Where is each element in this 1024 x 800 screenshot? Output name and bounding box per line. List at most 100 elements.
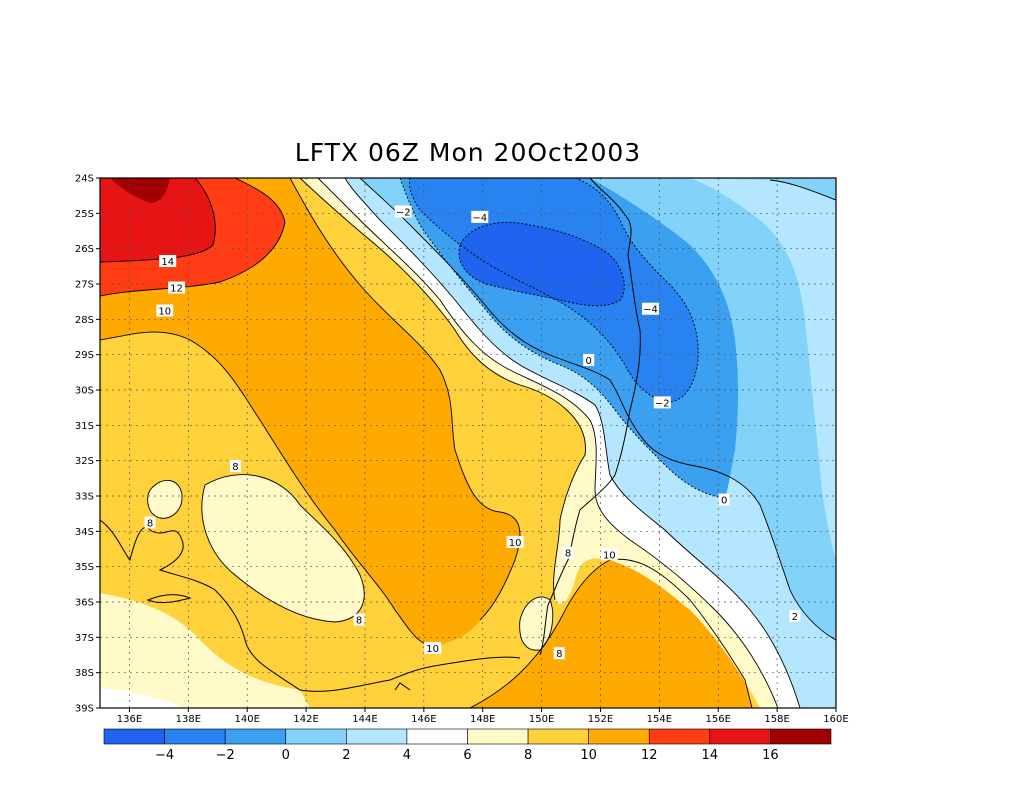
colorbar-tick-label: 16 xyxy=(762,748,779,763)
lon-tick-label: 140E xyxy=(234,714,259,725)
contour-label-bg xyxy=(159,255,177,268)
fill-6-8-southwest xyxy=(100,593,310,708)
contour-label-bg xyxy=(506,535,524,548)
colorbar-tick-label: 4 xyxy=(403,748,411,763)
contour-label: 0 xyxy=(586,356,592,367)
contour-label: 8 xyxy=(565,549,571,560)
contour-label-bg xyxy=(471,210,489,223)
contour-label: 10 xyxy=(158,307,171,318)
lon-tick-label: 150E xyxy=(529,714,554,725)
contour-label-bg xyxy=(394,205,412,218)
colorbar-swatch xyxy=(103,728,165,745)
lon-tick-label: 158E xyxy=(764,714,789,725)
contour-label: −4 xyxy=(643,305,658,316)
colorbar-tick-label: 8 xyxy=(524,748,532,763)
contour-label: 8 xyxy=(232,462,238,473)
contour-label-bg xyxy=(562,546,574,559)
lon-tick-label: 146E xyxy=(411,714,436,725)
fill-14-16 xyxy=(100,178,216,262)
contour-label: 8 xyxy=(356,616,362,627)
lon-tick-label: 144E xyxy=(352,714,377,725)
contour-label-bg xyxy=(553,647,565,660)
contour-label-bg xyxy=(168,281,186,294)
lon-tick-label: 152E xyxy=(588,714,613,725)
filled-contours: 14 12 10 8 8 8 10 10 8 10 8 −2 −4 −4 0 −2 0 2 xyxy=(100,178,836,708)
colorbar-swatch xyxy=(648,728,711,745)
lon-tick-label: 160E xyxy=(823,714,848,725)
colorbar-swatch xyxy=(224,728,287,745)
contour-labels: 14 12 10 8 8 8 10 10 8 10 8 −2 −4 −4 0 −2 0 2 xyxy=(144,205,801,660)
lat-tick-label: 36S xyxy=(75,598,94,609)
contour-label-bg xyxy=(156,304,174,317)
colorbar: −4 −2 0 2 4 6 8 10 12 14 16 xyxy=(103,728,832,763)
lat-tick-label: 24S xyxy=(75,174,94,185)
colorbar-tick-label: 14 xyxy=(702,748,719,763)
contour-label-bg xyxy=(583,353,595,366)
lat-tick-label: 32S xyxy=(75,456,94,467)
fill-6-8-east-pocket xyxy=(519,596,553,651)
contour-label-bg xyxy=(653,396,671,409)
lat-tick-label: 38S xyxy=(75,668,94,679)
plot-frame xyxy=(99,177,837,709)
colorbar-tick-label: 0 xyxy=(282,748,290,763)
colorbar-tick-label: 10 xyxy=(580,748,597,763)
fill-below-minus4 xyxy=(459,222,625,306)
colorbar-swatch xyxy=(406,728,468,745)
contour-label-bg xyxy=(718,493,730,506)
contour-label-bg xyxy=(642,302,660,315)
latitude-axis: 24S 25S 26S 27S 28S 29S 30S 31S 32S 33S 34S 35S 36S 3… xyxy=(75,174,100,715)
lat-tick-label: 33S xyxy=(75,492,94,503)
contour-label: 10 xyxy=(509,538,522,549)
lat-tick-label: 37S xyxy=(75,633,94,644)
colorbar-swatch xyxy=(164,728,226,745)
contour-label: 14 xyxy=(161,257,174,268)
colorbar-swatch xyxy=(467,728,529,745)
contour-label: 10 xyxy=(603,550,616,561)
lat-tick-label: 28S xyxy=(75,315,94,326)
contour-label-bg xyxy=(353,613,365,626)
contour-label-bg xyxy=(789,610,801,623)
colorbar-swatch xyxy=(527,728,589,745)
contour-label: 8 xyxy=(147,519,153,530)
contour-lines xyxy=(100,178,836,708)
fill-4-6-southwest xyxy=(100,688,185,708)
lat-tick-label: 30S xyxy=(75,386,94,397)
graticule xyxy=(100,178,836,708)
contour-label: 0 xyxy=(721,496,727,507)
colorbar-tick-label: 2 xyxy=(342,748,350,763)
lat-tick-label: 25S xyxy=(75,209,94,220)
colorbar-swatch xyxy=(285,728,347,745)
contour-label: 12 xyxy=(170,284,183,295)
contour-label: 8 xyxy=(556,649,562,660)
lon-tick-label: 148E xyxy=(470,714,495,725)
lat-tick-label: 34S xyxy=(75,527,94,538)
lon-tick-label: 138E xyxy=(176,714,201,725)
contour-label: −2 xyxy=(396,208,411,219)
lat-tick-label: 27S xyxy=(75,280,94,291)
map-title: LFTX 06Z Mon 20Oct2003 xyxy=(294,138,642,167)
colorbar-swatch xyxy=(770,728,832,745)
fill-16-18 xyxy=(110,178,170,203)
lon-tick-label: 136E xyxy=(117,714,142,725)
lat-tick-label: 26S xyxy=(75,244,94,255)
fill-6-8-small xyxy=(147,480,183,519)
colorbar-tick-label: 12 xyxy=(641,748,658,763)
fill-0-2-edge xyxy=(690,178,836,200)
contour-label-bg xyxy=(229,459,241,472)
contour-label: 2 xyxy=(792,612,798,623)
colorbar-swatch xyxy=(588,728,650,745)
colorbar-tick-label: −4 xyxy=(155,748,174,763)
fill-10-12-main xyxy=(100,178,520,646)
colorbar-tick-label: −2 xyxy=(216,748,235,763)
colorbar-swatch xyxy=(709,728,771,745)
contour-label-bg xyxy=(144,516,156,529)
contour-label: −2 xyxy=(655,398,670,409)
colorbar-swatch xyxy=(346,728,408,745)
contour-label: −4 xyxy=(472,213,487,224)
contour-label-bg xyxy=(424,641,442,654)
lat-tick-label: 29S xyxy=(75,350,94,361)
contour-label-bg xyxy=(600,548,618,561)
lon-tick-label: 156E xyxy=(706,714,731,725)
lon-tick-label: 154E xyxy=(647,714,672,725)
